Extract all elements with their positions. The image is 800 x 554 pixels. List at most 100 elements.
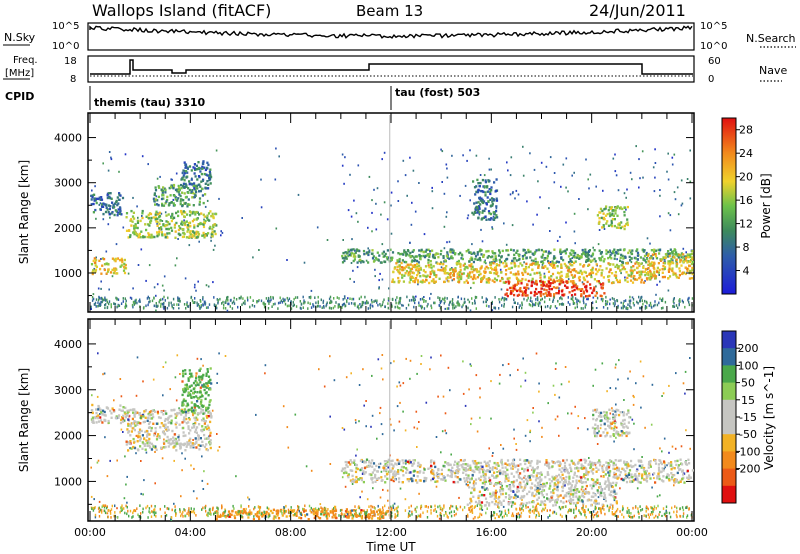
echo-cell xyxy=(184,163,187,166)
echo-cell xyxy=(634,257,637,260)
echo-cell xyxy=(492,258,495,261)
echo-cell xyxy=(184,414,187,417)
echo-cell xyxy=(626,262,629,265)
echo-cell xyxy=(591,291,594,295)
echo-cell xyxy=(447,272,450,276)
echo-cell xyxy=(193,423,196,427)
echo-cell xyxy=(209,210,212,213)
echo-cell xyxy=(206,214,209,217)
echo-cell xyxy=(205,386,208,389)
echo-cell xyxy=(613,257,616,260)
echo-cell xyxy=(128,229,131,232)
speckle-cell xyxy=(129,447,131,450)
low-range-cell xyxy=(468,300,471,304)
echo-cell xyxy=(570,273,573,277)
speckle-cell xyxy=(590,274,593,277)
low-range-cell xyxy=(530,296,532,300)
echo-cell xyxy=(584,253,587,256)
echo-cell xyxy=(636,251,640,255)
echo-cell xyxy=(211,230,214,234)
echo-cell xyxy=(601,226,604,229)
echo-cell xyxy=(427,248,430,251)
echo-cell xyxy=(139,422,142,425)
echo-cell xyxy=(209,399,212,402)
echo-cell xyxy=(166,429,169,432)
echo-cell xyxy=(372,462,376,465)
speckle-cell xyxy=(97,459,100,462)
echo-cell xyxy=(123,262,126,266)
speckle-cell xyxy=(383,151,386,154)
echo-cell xyxy=(493,212,496,216)
low-range-cell xyxy=(325,303,328,306)
echo-cell xyxy=(423,255,427,259)
low-range-cell xyxy=(500,298,503,301)
echo-cell xyxy=(601,255,604,258)
echo-cell xyxy=(166,223,169,227)
echo-cell xyxy=(148,446,152,449)
echo-cell xyxy=(633,268,636,272)
echo-cell xyxy=(199,389,202,393)
echo-cell xyxy=(193,187,196,190)
speckle-cell xyxy=(93,498,95,501)
echo-cell xyxy=(531,466,534,469)
echo-cell xyxy=(485,250,488,253)
echo-cell xyxy=(609,253,612,256)
low-range-cell xyxy=(242,297,244,300)
echo-cell xyxy=(432,265,435,268)
echo-cell xyxy=(644,273,647,277)
echo-cell xyxy=(621,254,624,258)
speckle-cell xyxy=(108,288,110,291)
echo-cell xyxy=(148,437,151,441)
echo-cell xyxy=(362,260,365,264)
echo-cell xyxy=(427,467,430,470)
speckle-cell xyxy=(379,412,381,415)
echo-cell xyxy=(203,419,206,422)
echo-cell xyxy=(211,235,214,238)
low-range-cell xyxy=(407,303,410,307)
echo-cell xyxy=(573,274,576,277)
echo-cell xyxy=(524,289,528,292)
echo-cell xyxy=(193,381,196,385)
speckle-cell xyxy=(644,280,646,283)
speckle-cell xyxy=(631,296,634,299)
echo-cell xyxy=(590,461,593,464)
echo-cell xyxy=(683,258,687,261)
echo-cell xyxy=(478,256,481,260)
speckle-cell xyxy=(404,174,407,177)
speckle-cell xyxy=(370,425,372,428)
echo-cell xyxy=(192,210,195,214)
speckle-cell xyxy=(491,226,493,229)
echo-cell xyxy=(534,479,538,482)
low-range-cell xyxy=(448,303,450,307)
echo-cell xyxy=(427,261,430,264)
echo-cell xyxy=(180,222,183,225)
speckle-cell xyxy=(547,402,549,405)
speckle-cell xyxy=(125,483,127,486)
low-range-cell xyxy=(138,299,140,303)
echo-cell xyxy=(384,463,387,466)
low-range-cell xyxy=(233,302,236,305)
low-range-cell xyxy=(486,298,488,302)
echo-cell xyxy=(539,280,542,283)
echo-cell xyxy=(600,258,603,262)
echo-cell xyxy=(157,233,161,236)
echo-cell xyxy=(142,415,145,418)
echo-cell xyxy=(172,408,175,412)
echo-cell xyxy=(636,271,639,274)
echo-cell xyxy=(174,412,177,416)
echo-cell xyxy=(359,258,362,262)
echo-cell xyxy=(523,459,526,462)
speckle-cell xyxy=(518,253,521,256)
echo-cell xyxy=(686,253,689,256)
echo-cell xyxy=(182,403,185,406)
echo-cell xyxy=(184,372,187,375)
low-range-cell xyxy=(238,296,240,300)
echo-cell xyxy=(472,281,475,285)
echo-cell xyxy=(403,260,406,264)
echo-cell xyxy=(457,461,460,464)
echo-cell xyxy=(544,257,547,260)
speckle-cell xyxy=(404,429,407,432)
echo-cell xyxy=(117,416,120,419)
echo-cell xyxy=(95,197,98,200)
